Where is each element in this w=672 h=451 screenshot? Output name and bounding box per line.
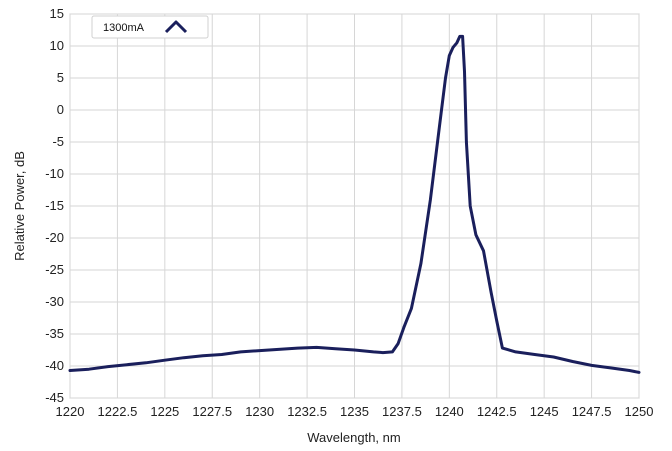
y-tick-label: 15 (50, 6, 64, 21)
y-tick-label: 0 (57, 102, 64, 117)
y-tick-label: -30 (45, 294, 64, 309)
x-tick-label: 1237.5 (382, 404, 422, 419)
x-axis-ticks: 1220 1222.5 1225 1227.5 1230 1232.5 1235 1237.5… (56, 404, 654, 419)
x-tick-label: 1245 (530, 404, 559, 419)
y-tick-label: -10 (45, 166, 64, 181)
x-tick-label: 1230 (245, 404, 274, 419)
series-layer (68, 34, 641, 374)
y-tick-label: -15 (45, 198, 64, 213)
y-tick-label: 5 (57, 70, 64, 85)
legend-box (91, 15, 209, 39)
grid-lines (69, 13, 640, 399)
x-tick-label: 1220 (56, 404, 85, 419)
y-axis-ticks: 15 10 5 0 -5 -10 -15 -20 -25 -30 -35 -40 -45 (45, 6, 64, 405)
series-line (68, 34, 641, 374)
y-tick-label: -5 (52, 134, 64, 149)
y-tick-label: -20 (45, 230, 64, 245)
y-tick-label: -35 (45, 326, 64, 341)
x-tick-label: 1232.5 (287, 404, 327, 419)
x-tick-label: 1250 (625, 404, 654, 419)
legend-swatch (164, 20, 188, 34)
x-tick-label: 1227.5 (192, 404, 232, 419)
y-axis-label: Relative Power, dB (12, 151, 27, 261)
y-tick-label: 10 (50, 38, 64, 53)
legend: 1300mA (91, 15, 209, 39)
y-tick-label: -40 (45, 358, 64, 373)
x-tick-label: 1247.5 (572, 404, 612, 419)
x-tick-label: 1240 (435, 404, 464, 419)
x-tick-label: 1242.5 (477, 404, 517, 419)
y-tick-label: -45 (45, 390, 64, 405)
legend-label: 1300mA (103, 22, 145, 34)
x-axis-label: Wavelength, nm (307, 430, 400, 445)
y-tick-label: -25 (45, 262, 64, 277)
x-tick-label: 1235 (340, 404, 369, 419)
x-tick-label: 1222.5 (98, 404, 138, 419)
x-tick-label: 1225 (150, 404, 179, 419)
